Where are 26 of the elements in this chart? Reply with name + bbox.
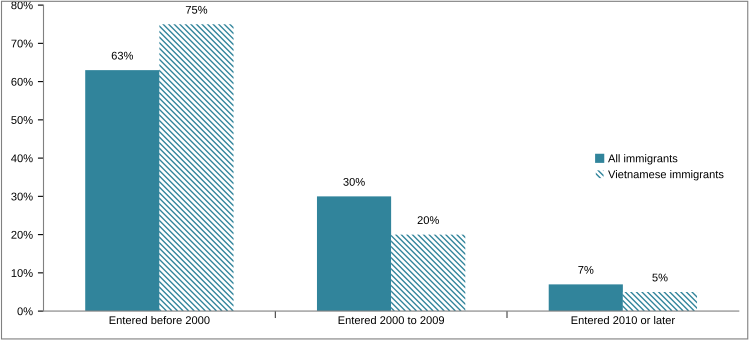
data-label: 7% bbox=[578, 266, 594, 274]
x-tick-label: Entered before 2000 bbox=[110, 316, 210, 324]
bar bbox=[548, 284, 623, 312]
y-tick-label: 50% bbox=[11, 116, 33, 124]
bar bbox=[85, 70, 160, 312]
bar bbox=[159, 24, 234, 312]
y-tick-label: 70% bbox=[11, 40, 33, 48]
x-tick-label: Entered 2010 or later bbox=[572, 316, 675, 324]
y-tick-label: 60% bbox=[11, 78, 33, 86]
y-tick-label: 40% bbox=[11, 154, 33, 162]
legend-label: Vietnamese immigrants bbox=[608, 170, 724, 180]
bar bbox=[391, 234, 466, 312]
legend-label: All immigrants bbox=[608, 154, 678, 164]
data-label: 63% bbox=[112, 52, 134, 60]
x-tick-label: Entered 2000 to 2009 bbox=[338, 316, 444, 324]
bar bbox=[622, 292, 698, 312]
data-label: 30% bbox=[343, 178, 365, 186]
data-label: 75% bbox=[186, 6, 208, 14]
y-tick-label: 30% bbox=[11, 192, 33, 200]
y-tick-label: 10% bbox=[12, 269, 33, 277]
bar bbox=[316, 196, 392, 312]
data-label: 5% bbox=[652, 274, 668, 282]
y-tick-label: 0% bbox=[17, 307, 33, 316]
y-tick-label: 80% bbox=[11, 1, 33, 10]
data-label: 20% bbox=[418, 216, 439, 224]
y-tick-label: 20% bbox=[11, 230, 33, 239]
